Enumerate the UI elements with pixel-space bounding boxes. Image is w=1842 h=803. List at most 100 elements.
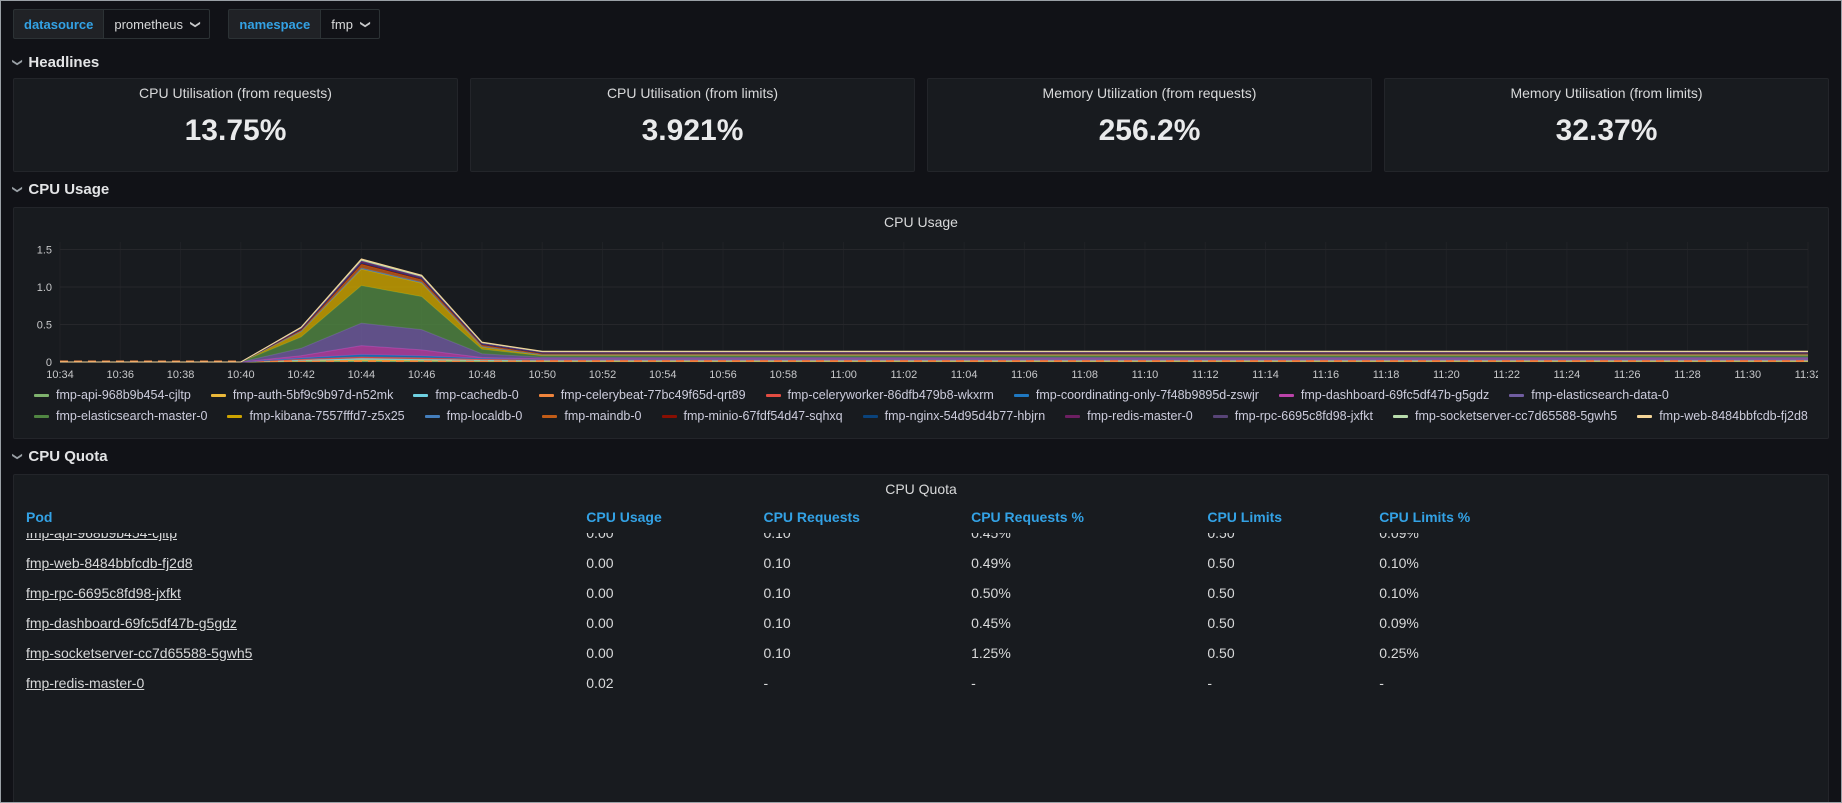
column-header-pod[interactable]: Pod: [26, 509, 53, 525]
svg-text:11:18: 11:18: [1373, 369, 1400, 381]
svg-text:11:24: 11:24: [1554, 369, 1581, 381]
svg-text:11:26: 11:26: [1614, 369, 1641, 381]
stats-row: CPU Utilisation (from requests) 13.75% C…: [1, 78, 1841, 172]
pod-link[interactable]: fmp-web-8484bbfcdb-fj2d8: [26, 555, 193, 571]
legend-color-marker: [1637, 414, 1653, 418]
legend-color-marker: [34, 393, 49, 397]
panel-title[interactable]: Memory Utilization (from requests): [1042, 85, 1257, 101]
column-header-cpu-requests[interactable]: CPU Requests: [763, 509, 860, 525]
table-cell: -: [1379, 675, 1384, 691]
svg-text:11:16: 11:16: [1312, 369, 1339, 381]
table-row: fmp-redis-master-0 0.02 - - - -: [26, 668, 1816, 698]
table-cell: 0.00: [586, 615, 614, 631]
legend-label: fmp-coordinating-only-7f48b9895d-zswjr: [1035, 388, 1259, 402]
legend-color-marker: [538, 393, 554, 397]
datasource-label: datasource: [13, 9, 104, 39]
table-cell: 0.00: [586, 645, 614, 661]
table-header: Pod CPU Usage CPU Requests CPU Requests % CP…: [26, 501, 1816, 533]
panel-title[interactable]: Memory Utilisation (from limits): [1510, 85, 1703, 101]
legend-color-marker: [424, 414, 440, 418]
legend-color-marker: [542, 414, 558, 418]
table-cell: 0.00: [586, 533, 614, 541]
legend-item[interactable]: fmp-localdb-0: [424, 407, 522, 425]
datasource-picker[interactable]: prometheus ❯: [103, 9, 211, 39]
panel-title[interactable]: CPU Quota: [885, 481, 957, 497]
table-row: fmp-socketserver-cc7d65588-5gwh5 0.00 0.10…: [26, 638, 1816, 668]
legend-item[interactable]: fmp-kibana-7557fffd7-z5x25: [227, 407, 405, 425]
legend-color-marker: [413, 393, 429, 397]
table-cell: 0.10%: [1379, 555, 1419, 571]
table-cell: 0.50: [1207, 555, 1235, 571]
table-row: fmp-rpc-6695c8fd98-jxfkt 0.00 0.10 0.50% 0.5…: [26, 578, 1816, 608]
legend-item[interactable]: fmp-redis-master-0: [1065, 407, 1193, 425]
section-header-cpu-usage[interactable]: ❯ CPU Usage: [1, 172, 1841, 205]
legend-item[interactable]: fmp-coordinating-only-7f48b9895d-zswjr: [1013, 386, 1259, 404]
table-row: fmp-api-968b9b454-cjltp 0.00 0.10 0.45% 0.50…: [26, 533, 1816, 548]
legend-label: fmp-web-8484bbfcdb-fj2d8: [1659, 409, 1808, 423]
pod-link[interactable]: fmp-redis-master-0: [26, 675, 145, 691]
pod-cell: fmp-api-968b9b454-cjltp: [26, 533, 586, 541]
pod-link[interactable]: fmp-socketserver-cc7d65588-5gwh5: [26, 645, 253, 661]
table-cell: 0.10: [763, 615, 791, 631]
table-cell: 0.10%: [1379, 585, 1419, 601]
legend-color-marker: [1212, 414, 1228, 418]
table-cell: 0.50: [1207, 585, 1235, 601]
table-cell: 0.10: [763, 555, 791, 571]
legend-item[interactable]: fmp-elasticsearch-data-0: [1509, 386, 1669, 404]
stat-panel-cpu-limits: CPU Utilisation (from limits) 3.921%: [470, 78, 915, 172]
svg-text:10:40: 10:40: [227, 369, 255, 381]
legend-item[interactable]: fmp-elasticsearch-master-0: [34, 407, 207, 425]
column-header-cpu-requests[interactable]: CPU Requests %: [971, 509, 1084, 525]
legend-item[interactable]: fmp-celerybeat-77bc49f65d-qrt89: [538, 386, 746, 404]
pod-link[interactable]: fmp-rpc-6695c8fd98-jxfkt: [26, 585, 181, 601]
legend-item[interactable]: fmp-dashboard-69fc5df47b-g5gdz: [1278, 386, 1489, 404]
stat-value: 13.75%: [184, 114, 287, 147]
pod-cell: fmp-socketserver-cc7d65588-5gwh5: [26, 645, 586, 661]
legend-item[interactable]: fmp-socketserver-cc7d65588-5gwh5: [1393, 407, 1617, 425]
var-datasource: datasource prometheus ❯: [13, 9, 211, 39]
legend-item[interactable]: fmp-cachedb-0: [413, 386, 519, 404]
table-cell: 0.25%: [1379, 645, 1419, 661]
legend-label: fmp-celeryworker-86dfb479b8-wkxrm: [787, 388, 994, 402]
svg-text:10:54: 10:54: [649, 369, 677, 381]
legend-item[interactable]: fmp-rpc-6695c8fd98-jxfkt: [1212, 407, 1373, 425]
table-row: fmp-web-8484bbfcdb-fj2d8 0.00 0.10 0.49% 0.5…: [26, 548, 1816, 578]
legend-label: fmp-maindb-0: [564, 409, 642, 423]
pod-link[interactable]: fmp-api-968b9b454-cjltp: [26, 533, 177, 541]
cpu-usage-chart[interactable]: 10:34 10:36 10:38 10:40 10:42 10:44 10:46 10:48…: [24, 234, 1818, 384]
legend-item[interactable]: fmp-nginx-54d95d4b77-hbjrn: [862, 407, 1045, 425]
legend-color-marker: [1013, 393, 1029, 397]
column-header-cpu-limits[interactable]: CPU Limits: [1207, 509, 1283, 525]
svg-text:0.5: 0.5: [37, 320, 52, 332]
legend-item[interactable]: fmp-auth-5bf9c9b97d-n52mk: [210, 386, 393, 404]
column-header-cpu-usage[interactable]: CPU Usage: [586, 509, 662, 525]
pod-link[interactable]: fmp-dashboard-69fc5df47b-g5gdz: [26, 615, 237, 631]
legend-color-marker: [1278, 393, 1294, 397]
svg-text:11:32: 11:32: [1795, 369, 1818, 381]
table-cell: 0.50: [1207, 615, 1235, 631]
namespace-picker[interactable]: fmp ❯: [320, 9, 381, 39]
stat-panel-memory-limits: Memory Utilisation (from limits) 32.37%: [1384, 78, 1829, 172]
table-cell: -: [763, 675, 769, 691]
chart-legend: fmp-api-968b9b454-cjltp fmp-auth-5bf9c9b9…: [14, 384, 1828, 433]
svg-text:11:08: 11:08: [1071, 369, 1098, 381]
panel-title[interactable]: CPU Utilisation (from requests): [139, 85, 332, 101]
panel-title[interactable]: CPU Utilisation (from limits): [606, 85, 779, 101]
section-title: Headlines: [28, 54, 100, 71]
svg-text:11:02: 11:02: [891, 369, 918, 381]
legend-item[interactable]: fmp-web-8484bbfcdb-fj2d8: [1637, 407, 1808, 425]
svg-text:11:12: 11:12: [1192, 369, 1219, 381]
pod-cell: fmp-web-8484bbfcdb-fj2d8: [26, 555, 586, 571]
column-header-cpu-limits[interactable]: CPU Limits %: [1379, 509, 1471, 525]
cpu-quota-panel: CPU Quota Pod CPU Usage CPU Requests CPU Re…: [13, 474, 1829, 802]
legend-item[interactable]: fmp-maindb-0: [542, 407, 642, 425]
svg-text:11:22: 11:22: [1493, 369, 1520, 381]
legend-item[interactable]: fmp-minio-67fdf54d47-sqhxq: [661, 407, 843, 425]
table-cell: 0.02: [586, 675, 614, 691]
panel-title[interactable]: CPU Usage: [884, 214, 958, 230]
legend-label: fmp-celerybeat-77bc49f65d-qrt89: [560, 388, 746, 402]
section-header-headlines[interactable]: ❯ Headlines: [1, 45, 1841, 78]
legend-item[interactable]: fmp-celeryworker-86dfb479b8-wkxrm: [765, 386, 994, 404]
section-header-cpu-quota[interactable]: ❯ CPU Quota: [1, 439, 1841, 472]
legend-item[interactable]: fmp-api-968b9b454-cjltp: [34, 386, 191, 404]
